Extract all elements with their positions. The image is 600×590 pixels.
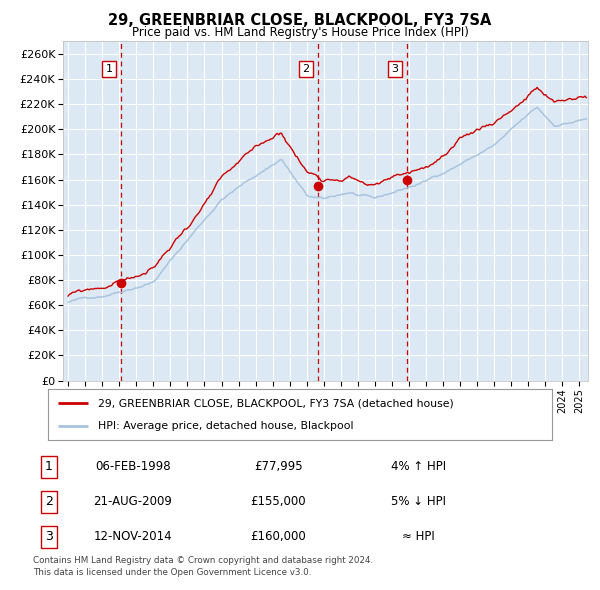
Text: Price paid vs. HM Land Registry's House Price Index (HPI): Price paid vs. HM Land Registry's House … <box>131 26 469 39</box>
Text: £155,000: £155,000 <box>251 495 306 508</box>
Text: 3: 3 <box>391 64 398 74</box>
Text: 21-AUG-2009: 21-AUG-2009 <box>93 495 172 508</box>
Text: 1: 1 <box>106 64 112 74</box>
Text: 12-NOV-2014: 12-NOV-2014 <box>93 530 172 543</box>
Text: 1: 1 <box>45 460 53 473</box>
Text: 29, GREENBRIAR CLOSE, BLACKPOOL, FY3 7SA: 29, GREENBRIAR CLOSE, BLACKPOOL, FY3 7SA <box>109 13 491 28</box>
Text: HPI: Average price, detached house, Blackpool: HPI: Average price, detached house, Blac… <box>98 421 354 431</box>
Text: 4% ↑ HPI: 4% ↑ HPI <box>391 460 446 473</box>
Text: 06-FEB-1998: 06-FEB-1998 <box>95 460 170 473</box>
Text: 2: 2 <box>302 64 309 74</box>
Text: £77,995: £77,995 <box>254 460 303 473</box>
Text: 5% ↓ HPI: 5% ↓ HPI <box>391 495 446 508</box>
Text: 3: 3 <box>45 530 53 543</box>
Text: 29, GREENBRIAR CLOSE, BLACKPOOL, FY3 7SA (detached house): 29, GREENBRIAR CLOSE, BLACKPOOL, FY3 7SA… <box>98 398 454 408</box>
Text: ≈ HPI: ≈ HPI <box>403 530 435 543</box>
Text: 2: 2 <box>45 495 53 508</box>
Text: £160,000: £160,000 <box>251 530 306 543</box>
Text: Contains HM Land Registry data © Crown copyright and database right 2024.
This d: Contains HM Land Registry data © Crown c… <box>33 556 373 577</box>
